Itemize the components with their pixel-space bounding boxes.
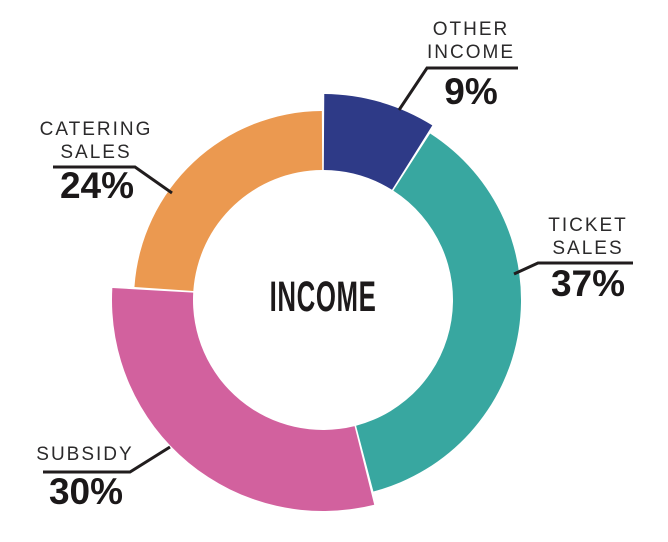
slice-ticket-sales [356,133,522,492]
callout-label-line: INCOME [427,42,515,63]
callout-value-catering-sales: 24% [59,165,135,206]
callout-label-ticket-sales: TICKET SALES [498,214,668,260]
slice-other-income [323,94,433,190]
chart-center-title: INCOME [269,273,377,321]
callout-label-line: SALES [552,238,624,259]
leader-line-ticket-sales [513,261,633,276]
callout-label-subsidy: SUBSIDY [0,443,175,466]
callout-value-other-income: 9% [444,71,498,112]
callout-label-catering-sales: CATERING SALES [6,118,186,164]
callout-label-other-income: OTHER INCOME [381,18,561,64]
callout-label-line: SALES [60,142,132,163]
slice-subsidy [112,288,375,512]
callout-label-line: CATERING [39,119,153,140]
callout-value-subsidy: 30% [48,471,124,512]
slice-catering-sales [134,111,323,292]
leader-line-subsidy [43,445,171,474]
callout-label-line: SUBSIDY [36,444,134,465]
leader-line-catering-sales [53,165,173,195]
callout-label-line: TICKET [548,215,628,236]
callout-value-ticket-sales: 37% [550,263,626,304]
callout-label-line: OTHER [432,19,510,40]
leader-line-other-income [397,66,518,111]
